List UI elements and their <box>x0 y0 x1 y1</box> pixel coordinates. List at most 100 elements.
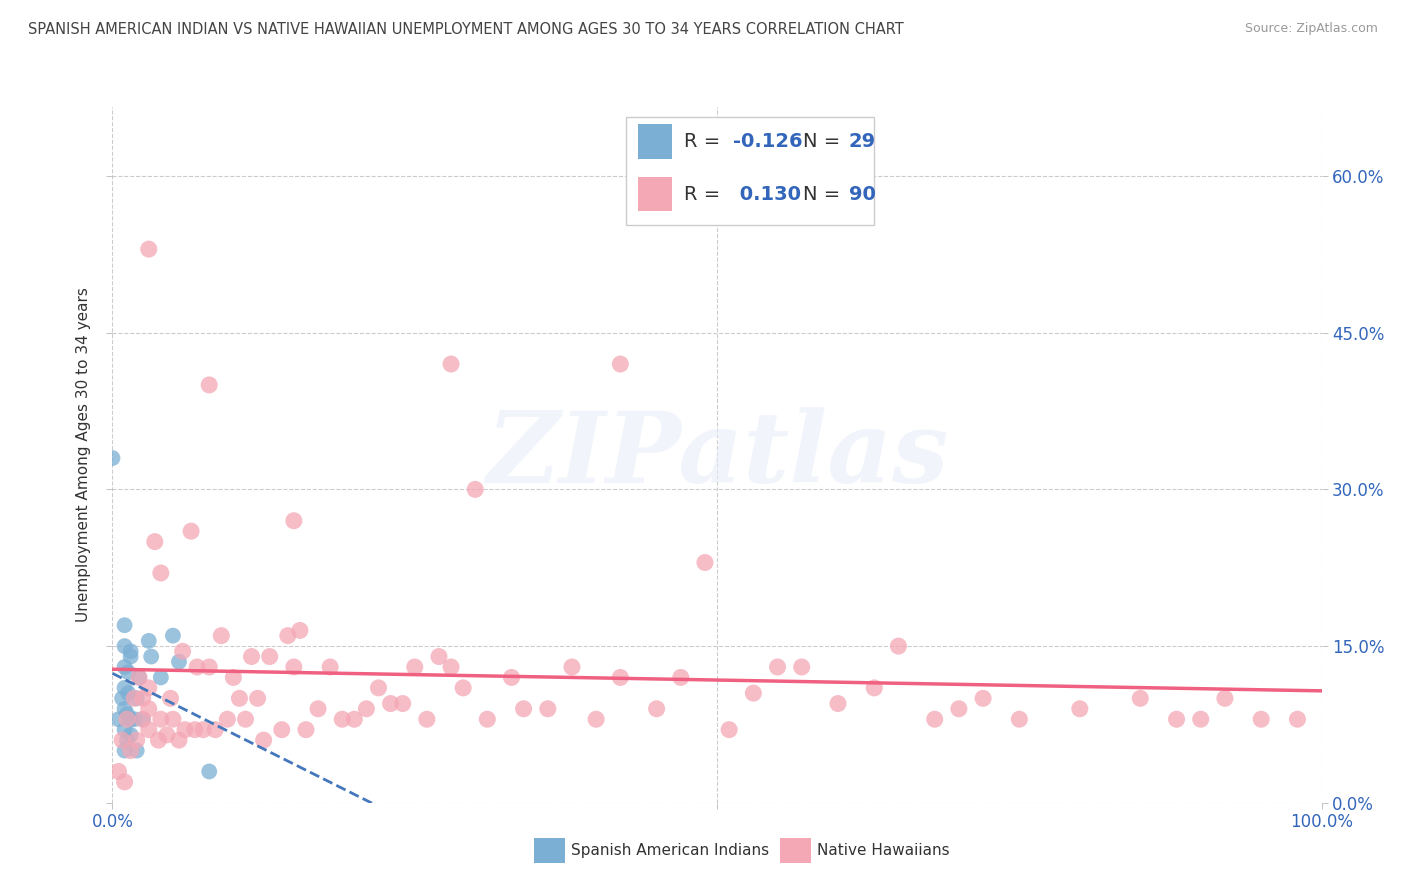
Point <box>159 691 181 706</box>
Point <box>114 639 136 653</box>
Point <box>111 691 134 706</box>
Point <box>209 629 232 643</box>
Point <box>138 702 160 716</box>
Point <box>128 670 150 684</box>
Point <box>156 728 179 742</box>
Point <box>186 660 208 674</box>
Point <box>863 681 886 695</box>
Point <box>367 681 389 695</box>
Point <box>101 451 124 466</box>
Point <box>440 660 463 674</box>
Point <box>319 660 342 674</box>
Point <box>115 706 138 721</box>
Text: Native Hawaiians: Native Hawaiians <box>817 843 949 857</box>
Point <box>114 743 136 757</box>
FancyBboxPatch shape <box>638 177 672 211</box>
Point <box>512 702 534 716</box>
Point <box>128 670 150 684</box>
Point <box>149 566 172 580</box>
Point <box>1129 691 1152 706</box>
Point <box>107 764 129 779</box>
Point <box>537 702 560 716</box>
Point <box>149 670 172 684</box>
Point <box>253 733 276 747</box>
Point <box>120 644 142 658</box>
Point <box>283 514 305 528</box>
Point <box>204 723 226 737</box>
Point <box>451 681 474 695</box>
Point <box>827 697 849 711</box>
Point <box>141 649 163 664</box>
Point <box>235 712 257 726</box>
Point <box>167 655 190 669</box>
Point <box>1189 712 1212 726</box>
Point <box>132 712 155 726</box>
Point <box>120 743 142 757</box>
Point <box>138 242 160 256</box>
Point <box>162 712 184 726</box>
Point <box>114 702 136 716</box>
Point <box>117 686 139 700</box>
Point <box>501 670 523 684</box>
Point <box>416 712 439 726</box>
Y-axis label: Unemployment Among Ages 30 to 34 years: Unemployment Among Ages 30 to 34 years <box>76 287 91 623</box>
Point <box>222 670 245 684</box>
Point <box>198 378 221 392</box>
Point <box>198 764 221 779</box>
Point <box>609 357 631 371</box>
Point <box>125 691 148 706</box>
Text: -0.126: -0.126 <box>733 132 803 152</box>
Point <box>122 712 145 726</box>
Text: N =: N = <box>803 185 846 203</box>
Point <box>972 691 994 706</box>
Point <box>217 712 239 726</box>
Point <box>887 639 910 653</box>
Point <box>114 775 136 789</box>
Point <box>1069 702 1091 716</box>
Text: 29: 29 <box>849 132 876 152</box>
Point <box>117 665 139 680</box>
Point <box>669 670 692 684</box>
Point <box>288 624 311 638</box>
Point <box>183 723 205 737</box>
Point <box>120 649 142 664</box>
Point <box>259 649 281 664</box>
Point <box>138 633 160 648</box>
Point <box>1166 712 1188 726</box>
Point <box>343 712 366 726</box>
Point <box>115 733 138 747</box>
Point <box>277 629 299 643</box>
FancyBboxPatch shape <box>638 124 672 159</box>
Point <box>270 723 292 737</box>
Point <box>718 723 741 737</box>
Text: Source: ZipAtlas.com: Source: ZipAtlas.com <box>1244 22 1378 36</box>
Point <box>148 733 170 747</box>
Point <box>174 723 197 737</box>
Point <box>766 660 789 674</box>
Point <box>742 686 765 700</box>
FancyBboxPatch shape <box>626 118 875 226</box>
Point <box>356 702 378 716</box>
Point <box>440 357 463 371</box>
Point <box>283 660 305 674</box>
Point <box>138 681 160 695</box>
Point <box>427 649 450 664</box>
Point <box>149 712 172 726</box>
Text: N =: N = <box>803 132 846 152</box>
Point <box>380 697 402 711</box>
Point <box>191 723 214 737</box>
Point <box>295 723 318 737</box>
Text: ZIPatlas: ZIPatlas <box>486 407 948 503</box>
Point <box>114 660 136 674</box>
Point <box>107 712 129 726</box>
Point <box>143 534 166 549</box>
Point <box>180 524 202 538</box>
Point <box>228 691 250 706</box>
Point <box>132 712 155 726</box>
Point <box>790 660 813 674</box>
Point <box>464 483 486 497</box>
Point <box>330 712 353 726</box>
Point <box>125 733 148 747</box>
Point <box>561 660 583 674</box>
Text: Spanish American Indians: Spanish American Indians <box>571 843 769 857</box>
